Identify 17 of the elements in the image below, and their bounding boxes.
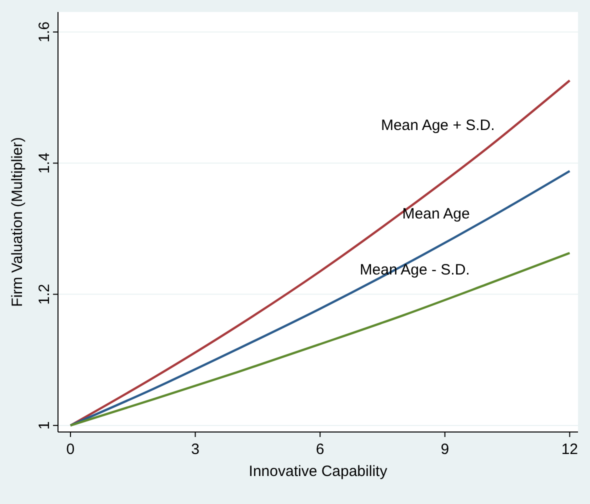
y-tick-label: 1.4 xyxy=(36,152,53,174)
y-tick-label: 1.2 xyxy=(36,284,53,305)
series-label: Mean Age - S.D. xyxy=(360,262,470,279)
x-axis-title: Innovative Capability xyxy=(248,463,388,480)
x-tick-label: 12 xyxy=(561,441,578,458)
y-tick-label: 1 xyxy=(36,421,53,430)
line-series xyxy=(69,170,571,427)
y-axis-title: Firm Valuation (Multiplier) xyxy=(9,137,26,307)
x-tick-label: 0 xyxy=(66,441,75,458)
x-tick-label: 9 xyxy=(440,441,450,458)
line-series xyxy=(69,252,571,427)
series-label: Mean Age xyxy=(402,206,470,223)
y-tick-label: 1.6 xyxy=(36,22,53,42)
x-tick-label: 6 xyxy=(316,441,324,458)
line-series xyxy=(69,79,571,427)
x-tick-label: 3 xyxy=(191,441,200,458)
series-label: Mean Age + S.D. xyxy=(380,116,495,134)
